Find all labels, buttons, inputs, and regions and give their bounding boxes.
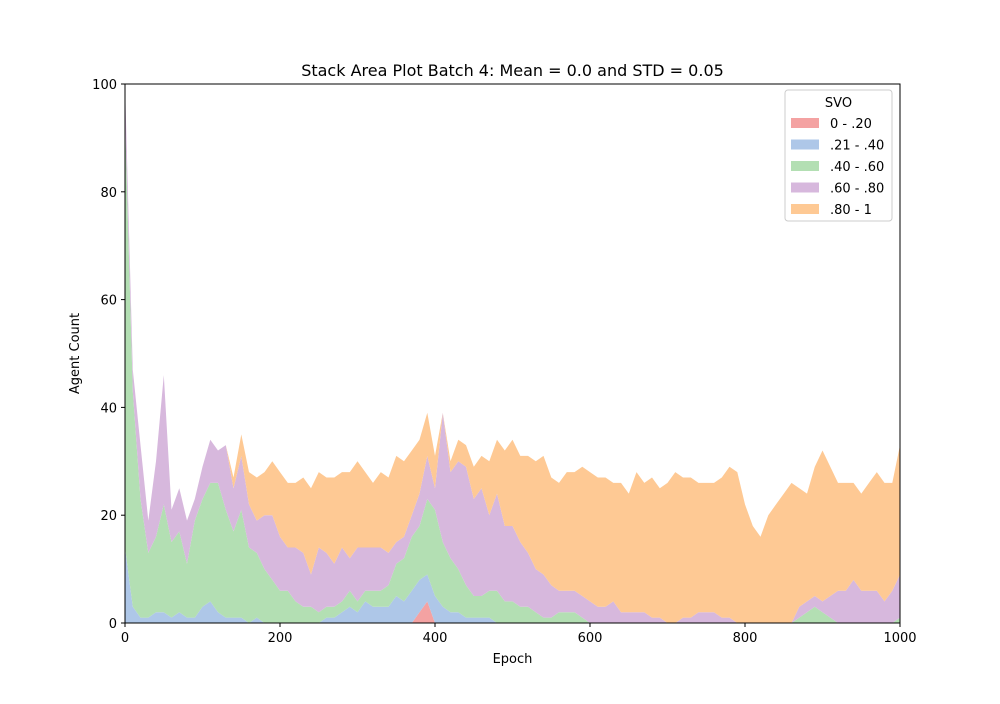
y-tick-label: 20 xyxy=(100,509,117,524)
legend-swatch xyxy=(791,139,819,150)
area-layer xyxy=(125,84,900,624)
x-tick-label: 1000 xyxy=(883,631,916,646)
legend-title: SVO xyxy=(825,96,852,111)
legend-label: 0 - .20 xyxy=(830,117,872,132)
x-tick-label: 200 xyxy=(268,631,293,646)
x-axis: 0 200 400 600 800 1000 xyxy=(121,623,917,646)
x-tick-label: 0 xyxy=(121,631,129,646)
y-tick-label: 60 xyxy=(100,294,117,309)
legend-label: .60 - .80 xyxy=(830,182,884,197)
y-tick-label: 40 xyxy=(100,401,117,416)
legend-swatch xyxy=(791,182,819,193)
area-series-4 xyxy=(125,84,900,623)
legend-label: .80 - 1 xyxy=(830,203,872,218)
legend-label: .40 - .60 xyxy=(830,160,884,175)
x-tick-label: 800 xyxy=(733,631,758,646)
chart-title: Stack Area Plot Batch 4: Mean = 0.0 and … xyxy=(301,61,724,80)
legend-swatch xyxy=(791,118,819,128)
y-axis: 0 20 40 60 80 100 xyxy=(92,78,125,632)
y-axis-label: Agent Count xyxy=(68,313,83,394)
y-tick-label: 100 xyxy=(92,78,117,93)
legend: SVO 0 - .20 .21 - .40 .40 - .60 .60 - .80 .8… xyxy=(784,89,893,222)
plot-frame xyxy=(124,83,901,624)
legend-swatch xyxy=(791,161,819,171)
x-axis-label: Epoch xyxy=(493,652,533,667)
legend-swatch xyxy=(791,204,819,214)
area-series-2 xyxy=(125,116,900,624)
x-tick-label: 400 xyxy=(423,631,448,646)
x-tick-label: 600 xyxy=(578,631,603,646)
y-tick-label: 80 xyxy=(100,186,117,201)
area-series-1 xyxy=(125,547,900,623)
y-tick-label: 0 xyxy=(109,617,117,632)
legend-label: .21 - .40 xyxy=(830,139,884,154)
